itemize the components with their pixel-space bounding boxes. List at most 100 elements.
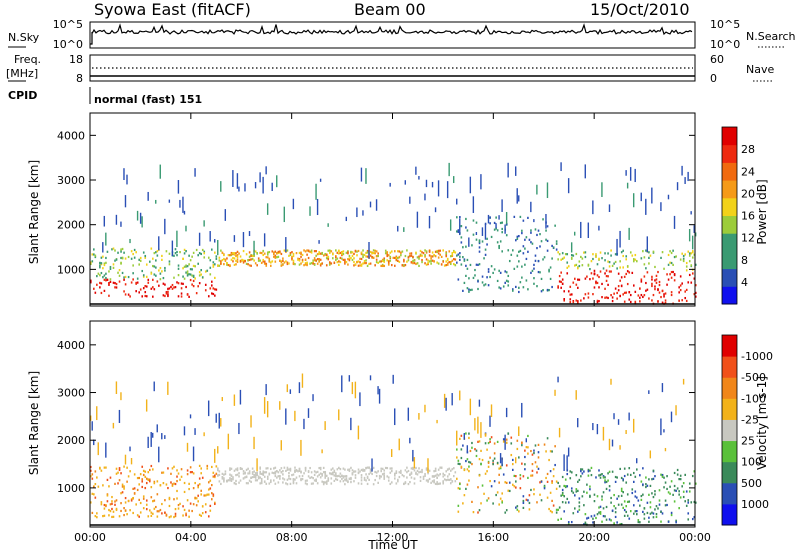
echo-cell (528, 501, 531, 505)
echo-cell (642, 250, 644, 253)
echo-cell (112, 422, 115, 429)
echo-cell (688, 273, 691, 277)
echo-cell (558, 506, 561, 509)
echo-cell (306, 263, 308, 267)
velocity-colorbar-label: Velocity [m s-1] (755, 376, 769, 470)
echo-cell (570, 487, 573, 490)
echo-cell (465, 264, 467, 267)
echo-cell (572, 491, 575, 494)
echo-cell (332, 471, 334, 474)
echo-cell (218, 264, 221, 267)
echo-cell (90, 475, 92, 478)
echo-cell (339, 260, 342, 264)
echo-cell (254, 182, 257, 189)
echo-cell (310, 249, 313, 252)
echo-cell (419, 479, 422, 482)
echo-cell (182, 196, 184, 213)
echo-cell (120, 261, 122, 264)
echo-cell (167, 467, 169, 470)
echo-cell (120, 392, 122, 401)
echo-cell (371, 255, 373, 259)
echo-cell (599, 511, 602, 514)
echo-cell (108, 485, 110, 488)
echo-cell (362, 469, 364, 472)
echo-cell (478, 240, 481, 243)
echo-cell (279, 469, 281, 472)
echo-cell (492, 502, 494, 505)
echo-cell (328, 251, 331, 254)
echo-cell (625, 258, 628, 261)
echo-cell (248, 479, 251, 482)
echo-cell (274, 254, 277, 257)
echo-cell (204, 283, 207, 286)
echo-cell (619, 230, 621, 248)
echo-cell (389, 259, 392, 262)
echo-cell (378, 474, 381, 478)
echo-cell (599, 251, 602, 254)
echo-cell (560, 517, 562, 520)
echo-cell (468, 460, 470, 464)
echo-cell (164, 218, 166, 235)
echo-cell (640, 192, 642, 202)
echo-cell (531, 462, 534, 466)
echo-cell (604, 479, 606, 482)
echo-cell (498, 467, 500, 470)
echo-cell (365, 479, 367, 482)
echo-cell (344, 468, 346, 471)
echo-cell (658, 283, 661, 287)
echo-cell (619, 266, 621, 269)
echo-cell (304, 482, 307, 485)
echo-cell (557, 376, 559, 383)
echo-cell (410, 254, 413, 257)
echo-cell (229, 264, 231, 267)
echo-cell (505, 441, 508, 444)
echo-cell (338, 260, 340, 263)
echo-cell (102, 255, 104, 258)
echo-cell (254, 262, 257, 265)
echo-cell (374, 470, 376, 474)
echo-cell (139, 212, 142, 224)
echo-cell (206, 269, 209, 272)
echo-cell (387, 262, 390, 265)
echo-cell (224, 470, 227, 473)
echo-cell (350, 478, 352, 481)
echo-cell (626, 473, 629, 476)
echo-cell (572, 300, 575, 304)
echo-cell (192, 285, 195, 288)
echo-cell (687, 250, 690, 253)
echo-cell (294, 410, 296, 422)
echo-cell (649, 501, 652, 504)
echo-cell (150, 496, 153, 499)
echo-cell (620, 276, 623, 279)
echo-cell (309, 262, 311, 265)
echo-cell (135, 503, 137, 506)
echo-cell (248, 472, 251, 475)
echo-cell (663, 476, 665, 479)
echo-cell (280, 261, 283, 264)
echo-cell (437, 474, 440, 477)
echo-cell (521, 462, 523, 465)
echo-cell (434, 207, 437, 213)
echo-cell (525, 236, 528, 239)
x-tick-label: 08:00 (276, 531, 308, 544)
echo-cell (211, 284, 213, 287)
echo-cell (549, 450, 552, 453)
echo-cell (319, 252, 322, 255)
echo-cell (93, 248, 95, 251)
echo-cell (233, 252, 236, 255)
echo-cell (297, 258, 299, 261)
echo-cell (156, 424, 158, 433)
echo-cell (244, 476, 246, 479)
echo-cell (144, 291, 147, 294)
echo-cell (468, 288, 470, 291)
echo-cell (105, 466, 107, 469)
echo-cell (223, 478, 225, 482)
echo-cell (90, 501, 92, 504)
echo-cell (481, 281, 484, 284)
echo-cell (424, 262, 426, 265)
echo-cell (513, 215, 516, 218)
echo-cell (174, 512, 177, 515)
echo-cell (165, 250, 168, 253)
echo-cell (403, 475, 405, 478)
